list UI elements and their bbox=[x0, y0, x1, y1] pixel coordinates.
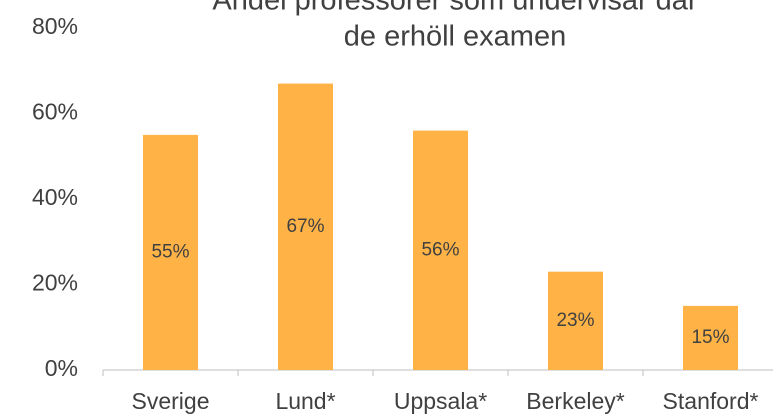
y-tick-label: 20% bbox=[32, 270, 78, 296]
data-label: 67% bbox=[286, 216, 324, 237]
data-label: 23% bbox=[556, 310, 594, 331]
y-tick-label: 40% bbox=[32, 184, 78, 210]
x-tick-label: Uppsala* bbox=[394, 388, 487, 414]
bar bbox=[548, 271, 603, 370]
x-tick-label: Stanford* bbox=[663, 388, 759, 414]
x-tick-label: Lund* bbox=[275, 388, 335, 414]
data-label: 56% bbox=[421, 239, 459, 260]
y-tick-label: 80% bbox=[32, 13, 78, 39]
x-tick-label: Sverige bbox=[132, 388, 210, 414]
data-label: 15% bbox=[691, 327, 729, 348]
chart-title: Andel professorer som undervisar där bbox=[212, 0, 698, 17]
bar bbox=[278, 83, 333, 370]
chart-title: de erhöll examen bbox=[344, 21, 566, 53]
bar bbox=[683, 305, 738, 370]
x-tick-label: Berkeley* bbox=[526, 388, 624, 414]
bar bbox=[143, 134, 198, 370]
data-label: 55% bbox=[151, 241, 189, 262]
y-tick-label: 0% bbox=[45, 355, 78, 381]
y-tick-label: 60% bbox=[32, 99, 78, 125]
bar bbox=[413, 130, 468, 370]
